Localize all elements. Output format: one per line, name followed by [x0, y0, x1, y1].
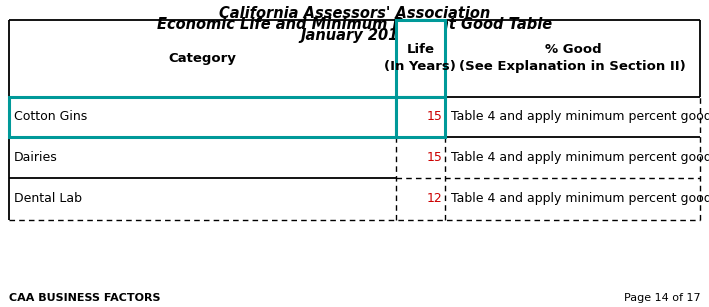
Text: CAA BUSINESS FACTORS: CAA BUSINESS FACTORS — [9, 293, 160, 303]
Text: Table 4 and apply minimum percent good: Table 4 and apply minimum percent good — [451, 151, 709, 164]
Text: 15: 15 — [427, 110, 442, 123]
Text: Table 4 and apply minimum percent good: Table 4 and apply minimum percent good — [451, 192, 709, 205]
Text: Table 4 and apply minimum percent good: Table 4 and apply minimum percent good — [451, 110, 709, 123]
Text: California Assessors' Association: California Assessors' Association — [219, 6, 490, 21]
Text: Dental Lab: Dental Lab — [14, 192, 82, 205]
Bar — [396, 20, 445, 97]
Text: Dairies: Dairies — [14, 151, 58, 164]
Bar — [396, 97, 445, 137]
Text: Cotton Gins: Cotton Gins — [14, 110, 87, 123]
Text: Life
(In Years): Life (In Years) — [384, 43, 457, 73]
Text: January 2011: January 2011 — [301, 28, 408, 43]
Text: Page 14 of 17: Page 14 of 17 — [624, 293, 700, 303]
Text: % Good
(See Explanation in Section II): % Good (See Explanation in Section II) — [459, 43, 686, 73]
Bar — [9, 97, 396, 137]
Text: 15: 15 — [427, 151, 442, 164]
Text: Category: Category — [168, 52, 236, 65]
Text: 12: 12 — [427, 192, 442, 205]
Text: Economic Life and Minimum Percent Good Table: Economic Life and Minimum Percent Good T… — [157, 17, 552, 32]
